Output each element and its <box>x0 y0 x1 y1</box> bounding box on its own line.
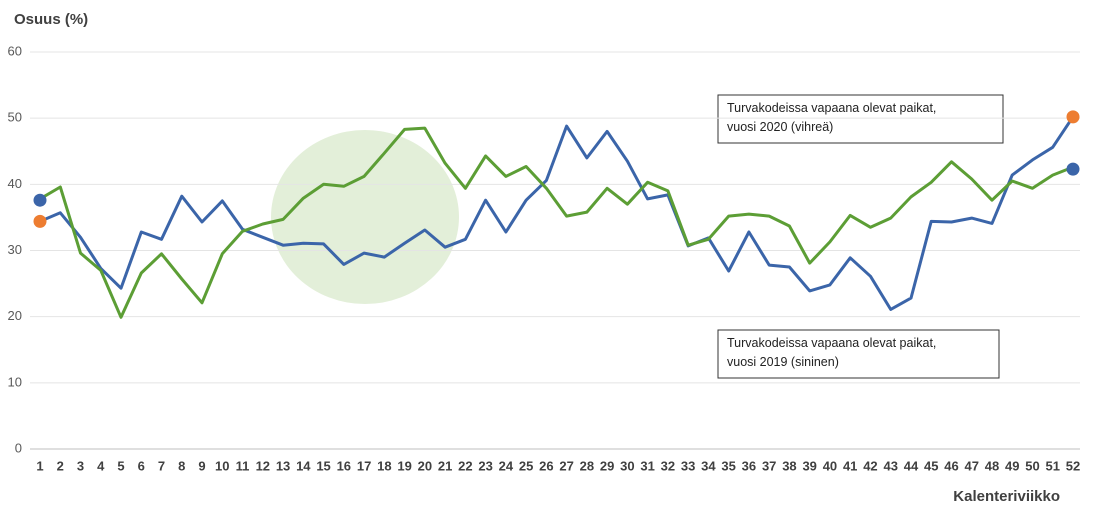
x-tick-label: 39 <box>802 458 816 473</box>
x-tick-label: 42 <box>863 458 877 473</box>
x-tick-label: 16 <box>337 458 351 473</box>
x-tick-label: 13 <box>276 458 290 473</box>
x-tick-label: 36 <box>742 458 756 473</box>
x-tick-label: 46 <box>944 458 958 473</box>
x-tick-label: 7 <box>158 458 165 473</box>
y-tick-label: 10 <box>8 374 22 389</box>
x-tick-label: 38 <box>782 458 796 473</box>
highlight-point <box>1066 110 1080 124</box>
x-tick-label: 17 <box>357 458 371 473</box>
x-tick-label: 15 <box>316 458 330 473</box>
x-tick-label: 34 <box>701 458 716 473</box>
y-axis-label: Osuus (%) <box>14 11 88 28</box>
x-tick-label: 35 <box>721 458 735 473</box>
x-tick-label: 31 <box>640 458 654 473</box>
x-tick-label: 29 <box>600 458 614 473</box>
y-tick-label: 50 <box>8 110 22 125</box>
annotation-box <box>717 94 1004 144</box>
x-tick-label: 27 <box>559 458 573 473</box>
x-tick-label: 26 <box>539 458 553 473</box>
x-tick-label: 9 <box>198 458 205 473</box>
series-line <box>39 126 1074 319</box>
y-tick-label: 30 <box>8 242 22 257</box>
x-tick-label: 10 <box>215 458 229 473</box>
x-tick-label: 33 <box>681 458 695 473</box>
x-tick-label: 30 <box>620 458 634 473</box>
highlight-area <box>271 130 459 304</box>
x-tick-label: 12 <box>256 458 270 473</box>
x-tick-label: 23 <box>478 458 492 473</box>
x-tick-label: 48 <box>985 458 999 473</box>
highlight-point <box>1066 162 1080 176</box>
annotation-text: Turvakodeissa vapaana olevat paikat, <box>727 101 936 115</box>
x-tick-label: 50 <box>1025 458 1039 473</box>
y-tick-label: 40 <box>8 176 22 191</box>
x-tick-label: 1 <box>36 458 43 473</box>
y-tick-label: 60 <box>8 43 22 58</box>
x-tick-label: 14 <box>296 458 311 473</box>
x-tick-label: 44 <box>904 458 919 473</box>
x-tick-label: 52 <box>1066 458 1080 473</box>
series-line <box>39 115 1075 311</box>
x-tick-label: 18 <box>377 458 391 473</box>
x-tick-label: 49 <box>1005 458 1019 473</box>
annotation-box <box>717 329 1000 379</box>
annotation-text: Turvakodeissa vapaana olevat paikat, <box>727 336 936 350</box>
x-tick-label: 21 <box>438 458 452 473</box>
x-tick-label: 22 <box>458 458 472 473</box>
x-tick-label: 43 <box>883 458 897 473</box>
annotation-text: vuosi 2019 (sininen) <box>727 355 839 369</box>
x-tick-label: 47 <box>964 458 978 473</box>
x-tick-label: 41 <box>843 458 857 473</box>
x-tick-label: 28 <box>580 458 594 473</box>
x-tick-label: 45 <box>924 458 938 473</box>
x-tick-label: 24 <box>499 458 514 473</box>
x-tick-label: 37 <box>762 458 776 473</box>
x-axis-label: Kalenteriviikko <box>953 488 1060 505</box>
x-tick-label: 19 <box>397 458 411 473</box>
y-tick-label: 0 <box>15 440 22 455</box>
annotation-text: vuosi 2020 (vihreä) <box>727 120 833 134</box>
x-tick-label: 4 <box>97 458 105 473</box>
x-tick-label: 51 <box>1046 458 1060 473</box>
highlight-point <box>33 193 47 207</box>
x-tick-label: 11 <box>236 458 250 473</box>
x-tick-label: 6 <box>138 458 145 473</box>
x-tick-label: 32 <box>661 458 675 473</box>
x-tick-label: 8 <box>178 458 185 473</box>
x-tick-label: 3 <box>77 458 84 473</box>
x-tick-label: 25 <box>519 458 533 473</box>
x-tick-label: 2 <box>57 458 64 473</box>
x-tick-label: 20 <box>418 458 432 473</box>
y-tick-label: 20 <box>8 308 22 323</box>
x-tick-label: 5 <box>117 458 124 473</box>
highlight-point <box>33 214 47 228</box>
x-tick-label: 40 <box>823 458 837 473</box>
